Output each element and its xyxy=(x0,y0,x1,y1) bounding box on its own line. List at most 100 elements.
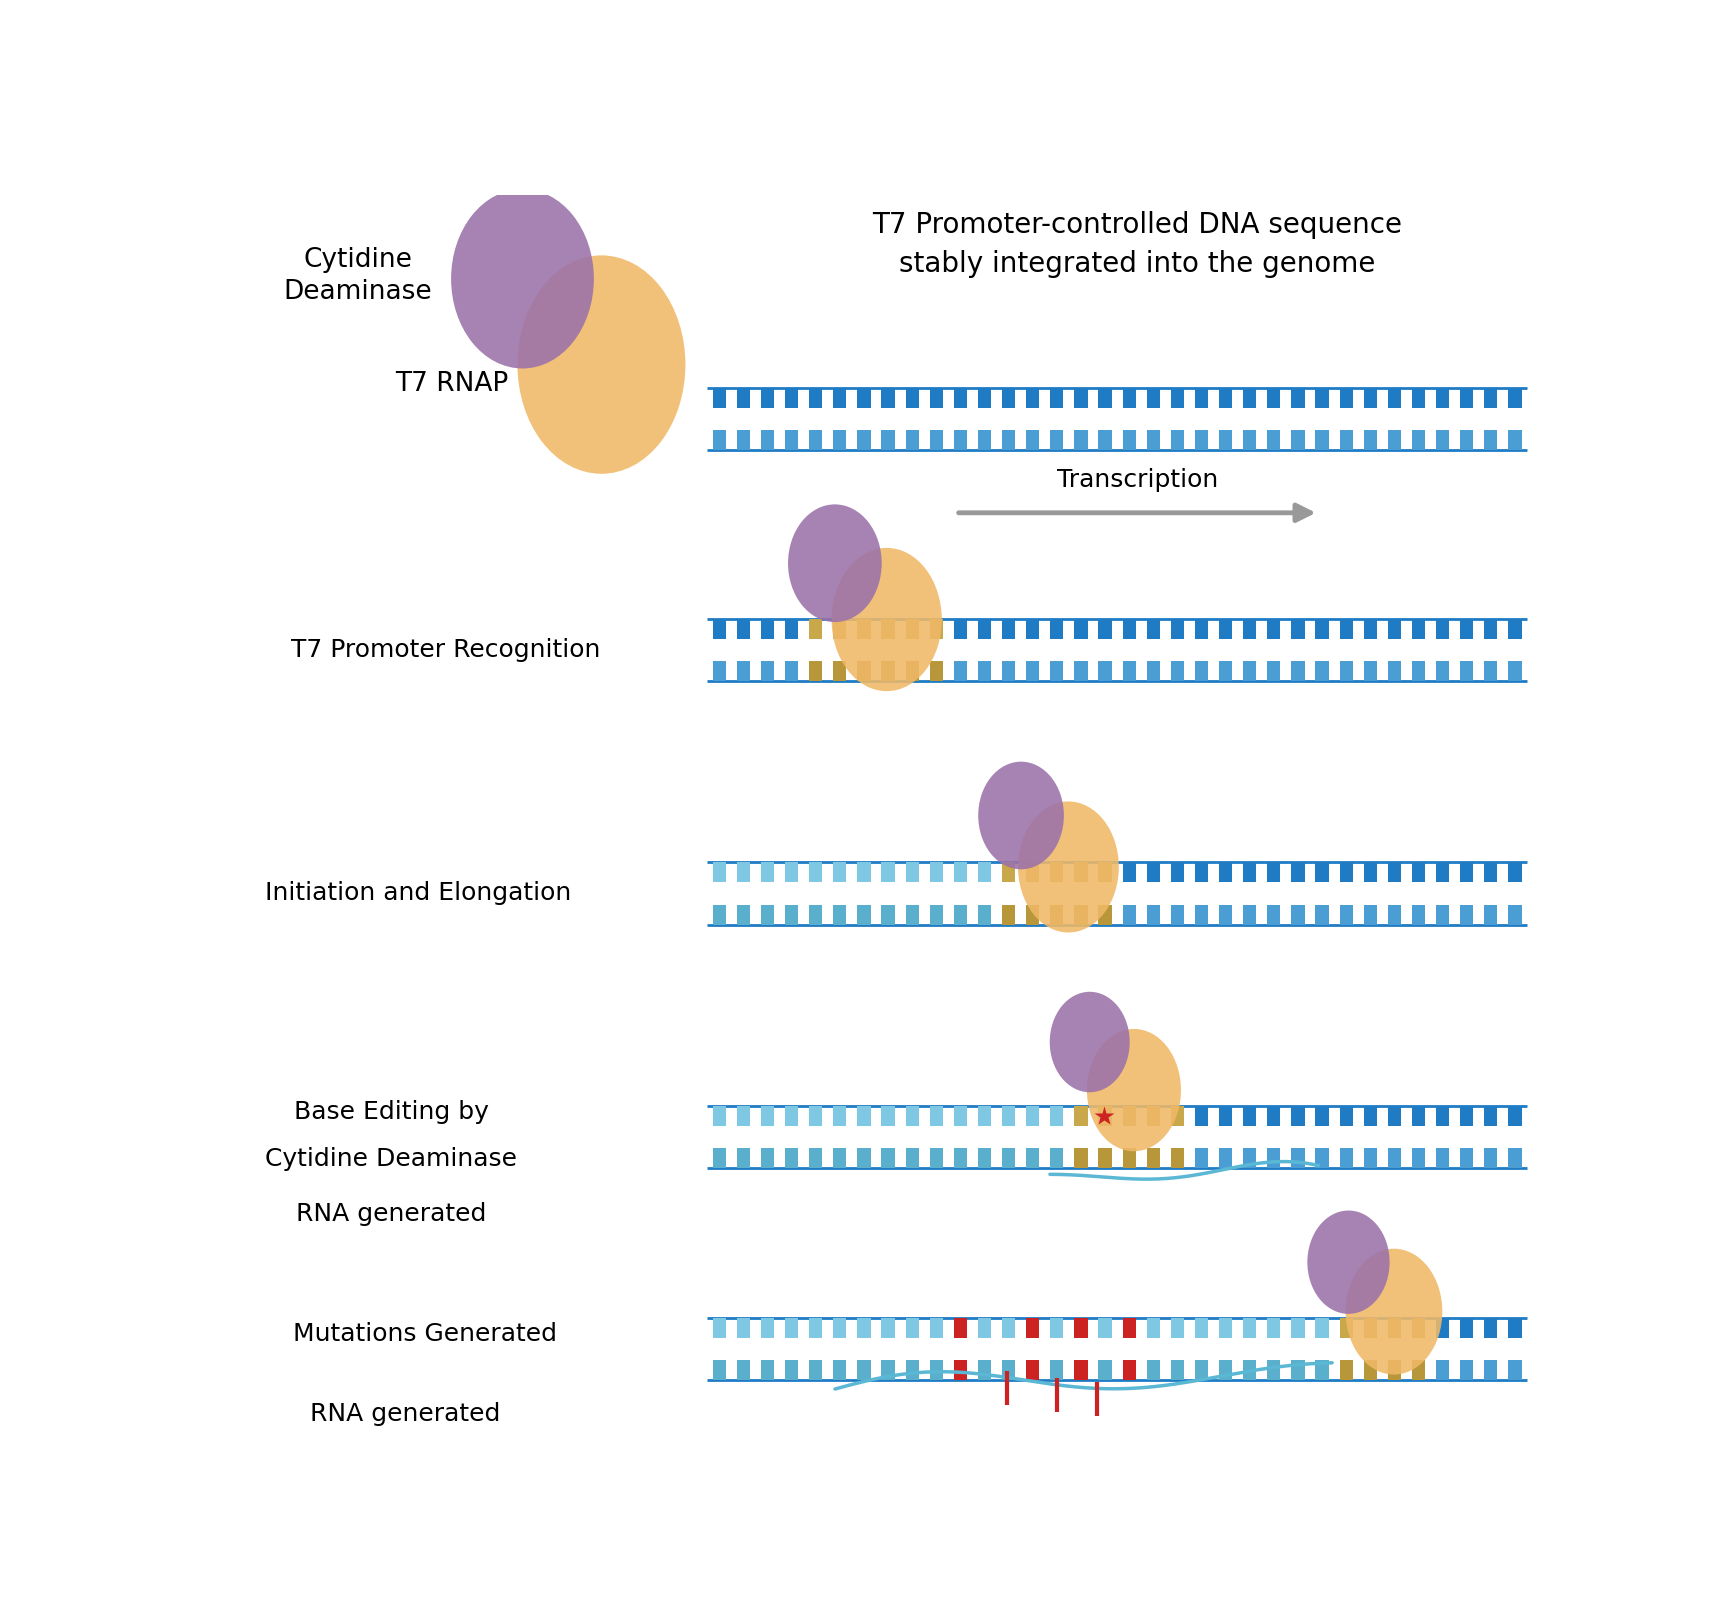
Bar xyxy=(713,1106,727,1125)
Bar xyxy=(1098,905,1111,924)
Bar xyxy=(810,387,822,408)
Bar xyxy=(1243,1148,1257,1169)
Bar xyxy=(713,1148,727,1169)
Bar xyxy=(737,1148,751,1169)
Bar xyxy=(881,387,895,408)
Bar xyxy=(1195,862,1209,882)
Bar xyxy=(1268,1106,1280,1125)
Bar xyxy=(1436,619,1450,639)
Bar xyxy=(1316,862,1328,882)
Bar xyxy=(954,1148,968,1169)
Bar xyxy=(1075,431,1087,451)
Bar xyxy=(978,905,992,924)
Bar xyxy=(1146,431,1160,451)
Bar xyxy=(737,387,751,408)
Bar xyxy=(786,619,798,639)
Bar xyxy=(1195,1148,1209,1169)
Bar xyxy=(1027,661,1039,681)
Ellipse shape xyxy=(1087,1029,1181,1151)
Bar xyxy=(905,862,919,882)
Bar xyxy=(1411,1106,1425,1125)
Ellipse shape xyxy=(517,256,685,473)
Text: Cytidine
Deaminase: Cytidine Deaminase xyxy=(284,246,432,305)
Bar xyxy=(761,862,773,882)
Bar xyxy=(1387,387,1401,408)
Bar xyxy=(1075,1148,1087,1169)
Bar xyxy=(1051,1360,1063,1381)
Bar xyxy=(1122,862,1136,882)
Bar xyxy=(978,1148,992,1169)
Text: RNA generated: RNA generated xyxy=(297,1203,487,1225)
Bar xyxy=(1484,1106,1498,1125)
Bar xyxy=(1219,1148,1233,1169)
Bar xyxy=(1051,905,1063,924)
Bar xyxy=(857,1318,870,1337)
Bar xyxy=(1219,387,1233,408)
Bar xyxy=(737,661,751,681)
Bar xyxy=(1219,1318,1233,1337)
Bar xyxy=(1195,387,1209,408)
Bar xyxy=(1219,1360,1233,1381)
Bar xyxy=(1411,431,1425,451)
Bar xyxy=(713,862,727,882)
Bar xyxy=(929,905,943,924)
Bar xyxy=(786,1106,798,1125)
Bar xyxy=(1292,862,1304,882)
Bar xyxy=(1002,862,1016,882)
Bar xyxy=(1363,661,1377,681)
Bar xyxy=(1268,1360,1280,1381)
Bar xyxy=(1027,1318,1039,1337)
Bar xyxy=(1170,431,1184,451)
Bar xyxy=(1122,619,1136,639)
Bar xyxy=(1170,619,1184,639)
Bar xyxy=(761,1318,773,1337)
Bar xyxy=(1075,661,1087,681)
Bar xyxy=(1051,1106,1063,1125)
Ellipse shape xyxy=(1307,1211,1389,1315)
Bar xyxy=(929,1106,943,1125)
Bar xyxy=(1460,1318,1474,1337)
Bar xyxy=(1484,1360,1498,1381)
Bar xyxy=(1146,1106,1160,1125)
Ellipse shape xyxy=(832,548,942,691)
Bar xyxy=(1098,387,1111,408)
Bar xyxy=(1075,387,1087,408)
Bar xyxy=(737,862,751,882)
Bar xyxy=(857,905,870,924)
Bar xyxy=(1170,1148,1184,1169)
Bar xyxy=(1292,1318,1304,1337)
Bar xyxy=(1268,431,1280,451)
Bar xyxy=(761,1106,773,1125)
Bar xyxy=(1363,431,1377,451)
Bar xyxy=(1027,431,1039,451)
Bar xyxy=(1436,387,1450,408)
Bar xyxy=(1316,905,1328,924)
Bar xyxy=(810,1318,822,1337)
Bar xyxy=(1268,1318,1280,1337)
Bar xyxy=(1316,387,1328,408)
Bar xyxy=(905,431,919,451)
Bar xyxy=(1509,619,1521,639)
Bar xyxy=(1122,905,1136,924)
Bar xyxy=(954,862,968,882)
Bar xyxy=(881,1148,895,1169)
Bar xyxy=(1243,661,1257,681)
Bar xyxy=(761,619,773,639)
Bar xyxy=(1075,619,1087,639)
Bar xyxy=(1340,1148,1353,1169)
Bar xyxy=(1002,1318,1016,1337)
Bar xyxy=(1436,1148,1450,1169)
Bar xyxy=(857,862,870,882)
Bar xyxy=(1484,619,1498,639)
Bar xyxy=(1460,1360,1474,1381)
Bar xyxy=(929,619,943,639)
Bar xyxy=(905,1106,919,1125)
Bar xyxy=(1509,387,1521,408)
Bar xyxy=(1027,1360,1039,1381)
Bar xyxy=(857,431,870,451)
Bar xyxy=(810,862,822,882)
Bar xyxy=(1051,619,1063,639)
Bar xyxy=(929,387,943,408)
Bar xyxy=(1484,862,1498,882)
Bar xyxy=(1122,1148,1136,1169)
